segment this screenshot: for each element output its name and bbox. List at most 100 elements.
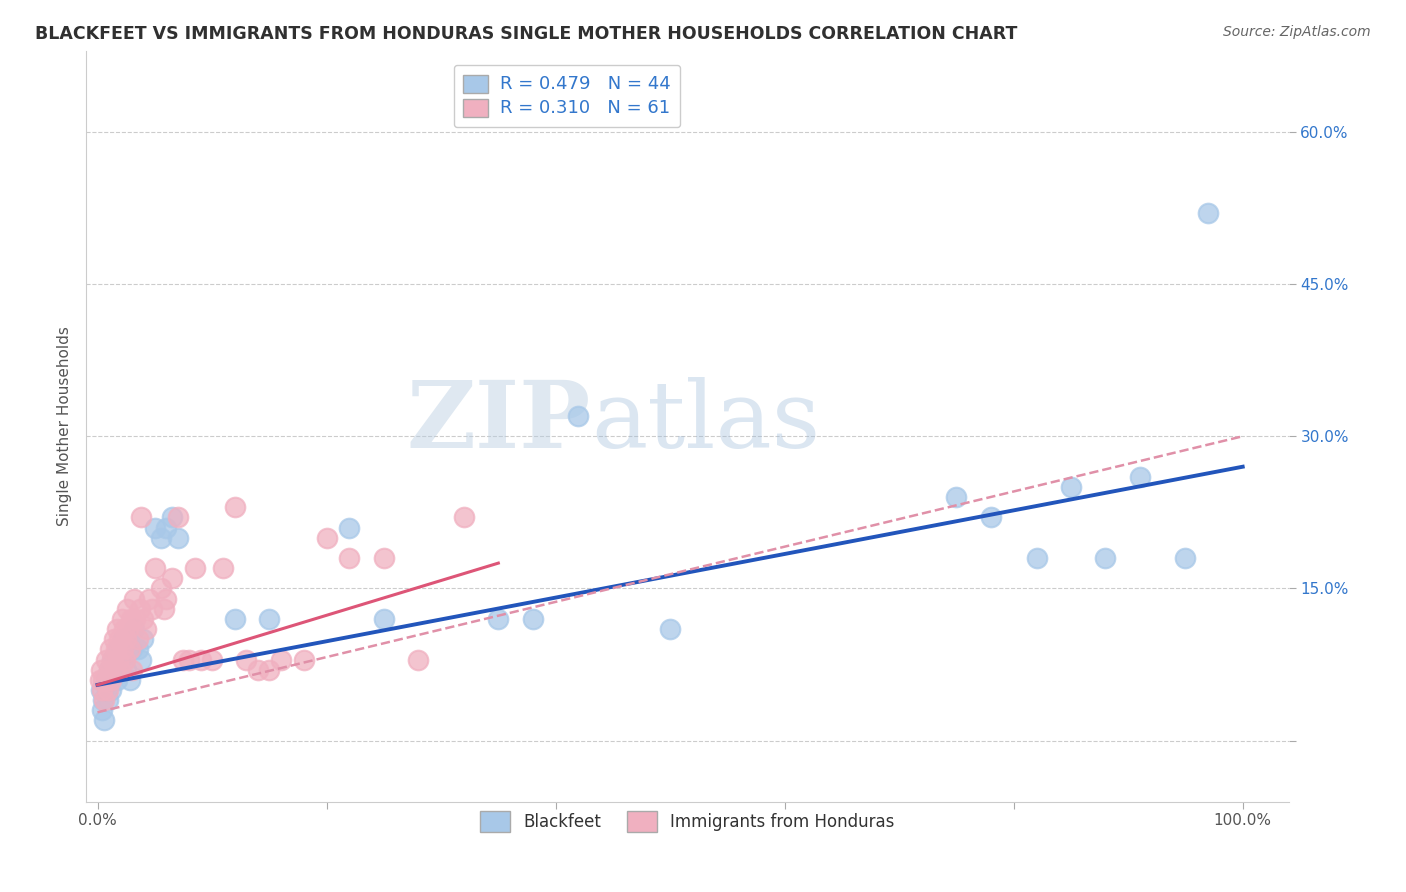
Point: [110, 612, 132, 626]
Point: [201, 652, 224, 666]
Point: [143, 561, 166, 575]
Point: [224, 500, 246, 515]
Point: [101, 652, 124, 666]
Point: [89, 673, 111, 687]
Text: Source: ZipAtlas.com: Source: ZipAtlas.com: [1223, 25, 1371, 39]
Point: [103, 632, 125, 647]
Point: [122, 622, 145, 636]
Point: [132, 612, 155, 626]
Point: [129, 652, 152, 666]
Point: [104, 642, 127, 657]
Point: [406, 652, 429, 666]
Point: [339, 520, 361, 534]
Legend: Blackfeet, Immigrants from Honduras: Blackfeet, Immigrants from Honduras: [467, 797, 908, 846]
Point: [110, 663, 132, 677]
Point: [184, 561, 207, 575]
Point: [127, 642, 149, 657]
Point: [1025, 551, 1047, 566]
Point: [104, 663, 127, 677]
Y-axis label: Single Mother Households: Single Mother Households: [58, 326, 72, 526]
Point: [121, 663, 143, 677]
Point: [135, 622, 157, 636]
Point: [98, 663, 121, 677]
Point: [153, 601, 176, 615]
Point: [100, 673, 122, 687]
Point: [107, 652, 129, 666]
Point: [1060, 480, 1083, 494]
Point: [659, 622, 682, 636]
Point: [96, 682, 118, 697]
Point: [115, 663, 138, 677]
Point: [120, 612, 142, 626]
Point: [149, 531, 172, 545]
Point: [141, 601, 163, 615]
Point: [129, 510, 152, 524]
Point: [190, 652, 212, 666]
Point: [567, 409, 589, 423]
Point: [98, 673, 121, 687]
Point: [1094, 551, 1116, 566]
Point: [108, 632, 131, 647]
Point: [97, 693, 120, 707]
Point: [259, 663, 281, 677]
Point: [315, 531, 337, 545]
Point: [117, 622, 139, 636]
Point: [224, 612, 246, 626]
Point: [1174, 551, 1197, 566]
Point: [1129, 470, 1152, 484]
Point: [132, 632, 155, 647]
Point: [235, 652, 257, 666]
Point: [112, 622, 135, 636]
Point: [104, 663, 127, 677]
Point: [945, 490, 967, 504]
Point: [339, 551, 361, 566]
Point: [155, 520, 177, 534]
Point: [172, 652, 194, 666]
Point: [246, 663, 269, 677]
Point: [127, 632, 149, 647]
Point: [179, 652, 201, 666]
Point: [91, 673, 114, 687]
Text: ZIP: ZIP: [406, 377, 591, 467]
Point: [166, 531, 188, 545]
Point: [96, 673, 118, 687]
Point: [118, 642, 141, 657]
Point: [90, 663, 112, 677]
Point: [373, 612, 395, 626]
Point: [98, 663, 121, 677]
Point: [160, 571, 183, 585]
Point: [373, 551, 395, 566]
Point: [91, 693, 114, 707]
Point: [93, 714, 115, 728]
Point: [453, 510, 475, 524]
Point: [259, 612, 281, 626]
Point: [94, 652, 117, 666]
Point: [155, 591, 177, 606]
Point: [100, 682, 122, 697]
Text: BLACKFEET VS IMMIGRANTS FROM HONDURAS SINGLE MOTHER HOUSEHOLDS CORRELATION CHART: BLACKFEET VS IMMIGRANTS FROM HONDURAS SI…: [35, 25, 1018, 43]
Point: [105, 622, 128, 636]
Point: [143, 520, 166, 534]
Point: [166, 510, 188, 524]
Point: [160, 510, 183, 524]
Point: [107, 642, 129, 657]
Point: [115, 632, 138, 647]
Point: [91, 703, 114, 717]
Point: [118, 673, 141, 687]
Point: [1197, 206, 1219, 220]
Point: [212, 561, 235, 575]
Point: [980, 510, 1002, 524]
Point: [94, 673, 117, 687]
Point: [128, 601, 150, 615]
Point: [105, 673, 128, 687]
Point: [111, 642, 134, 657]
Point: [110, 652, 132, 666]
Point: [124, 612, 146, 626]
Point: [121, 642, 143, 657]
Point: [98, 642, 121, 657]
Point: [138, 591, 160, 606]
Point: [114, 652, 136, 666]
Point: [93, 693, 115, 707]
Point: [111, 632, 134, 647]
Point: [101, 652, 124, 666]
